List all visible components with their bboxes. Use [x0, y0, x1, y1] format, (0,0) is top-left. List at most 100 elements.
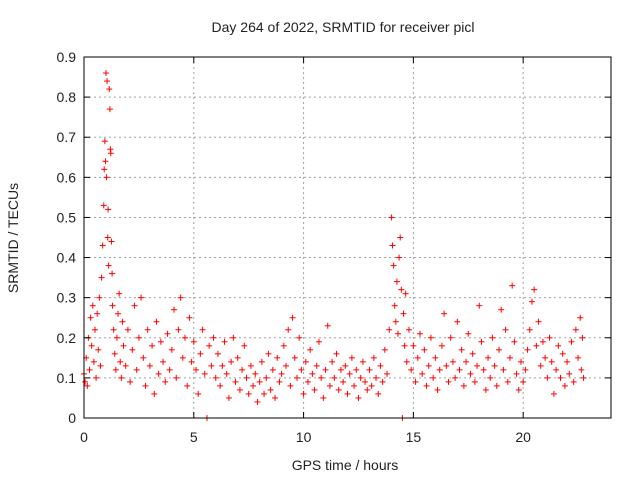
data-point [393, 278, 400, 285]
data-points [81, 70, 587, 421]
data-point [199, 326, 206, 333]
data-point [192, 366, 199, 373]
data-point [84, 382, 91, 389]
data-point [537, 362, 544, 369]
data-point [329, 358, 336, 365]
data-point [449, 358, 456, 365]
data-point [293, 374, 300, 381]
data-point [276, 378, 283, 385]
data-point [357, 374, 364, 381]
data-point [377, 362, 384, 369]
data-point [533, 342, 540, 349]
data-point [432, 354, 439, 361]
data-point [190, 338, 197, 345]
data-point [129, 346, 136, 353]
data-point [353, 366, 360, 373]
data-point [88, 342, 95, 349]
data-point [94, 310, 101, 317]
data-point [87, 314, 94, 321]
data-point [278, 370, 285, 377]
data-point [90, 358, 97, 365]
data-point [373, 374, 380, 381]
y-axis-label: SRMTID / TECUs [5, 183, 21, 293]
data-point [155, 370, 162, 377]
data-point [474, 362, 481, 369]
data-point [397, 234, 404, 241]
data-point [346, 370, 353, 377]
data-point [405, 326, 412, 333]
data-point [160, 358, 167, 365]
x-tick-label: 10 [296, 429, 312, 445]
data-point [186, 314, 193, 321]
data-point [313, 362, 320, 369]
data-point [493, 382, 500, 389]
data-point [436, 366, 443, 373]
data-point [568, 338, 575, 345]
data-point [379, 378, 386, 385]
data-point [340, 378, 347, 385]
data-point [107, 150, 114, 157]
data-point [572, 326, 579, 333]
data-point [300, 390, 307, 397]
data-point [401, 342, 408, 349]
data-point [96, 294, 103, 301]
data-point [116, 290, 123, 297]
data-point [491, 362, 498, 369]
data-point [151, 390, 158, 397]
data-point [392, 318, 399, 325]
data-point [101, 166, 108, 173]
data-point [522, 366, 529, 373]
data-point [298, 366, 305, 373]
data-point [496, 346, 503, 353]
data-point [95, 346, 102, 353]
data-point [419, 370, 426, 377]
data-point [465, 330, 472, 337]
data-point [388, 214, 395, 221]
data-point [144, 326, 151, 333]
data-point [386, 326, 393, 333]
data-point [580, 374, 587, 381]
data-point [106, 86, 113, 93]
data-point [252, 370, 259, 377]
data-point [320, 394, 327, 401]
data-point [212, 374, 219, 381]
data-point [566, 370, 573, 377]
data-point [348, 354, 355, 361]
data-point [214, 350, 221, 357]
chart-title: Day 264 of 2022, SRMTID for receiver pic… [212, 19, 475, 35]
x-tick-label: 15 [406, 429, 422, 445]
data-point [250, 382, 257, 389]
data-point [245, 390, 252, 397]
data-point [482, 386, 489, 393]
data-point [359, 358, 366, 365]
y-tick-label: 0.9 [57, 49, 77, 65]
data-point [412, 378, 419, 385]
data-point [89, 302, 96, 309]
data-point [127, 378, 134, 385]
data-point [86, 366, 93, 373]
data-point [425, 362, 432, 369]
data-point [471, 378, 478, 385]
data-point [208, 362, 215, 369]
data-point [254, 398, 261, 405]
data-point [206, 342, 213, 349]
data-point [195, 390, 202, 397]
data-point [223, 370, 230, 377]
data-point [391, 302, 398, 309]
data-point [331, 374, 338, 381]
data-point [110, 326, 117, 333]
plot-frame [83, 56, 612, 419]
data-point [498, 306, 505, 313]
data-point [528, 298, 535, 305]
data-point [351, 382, 358, 389]
data-point [105, 206, 112, 213]
data-point [337, 366, 344, 373]
data-point [177, 294, 184, 301]
data-point [509, 282, 516, 289]
data-point [91, 326, 98, 333]
data-point [531, 286, 538, 293]
data-point [389, 242, 396, 249]
data-point [427, 334, 434, 341]
data-point [561, 382, 568, 389]
data-point [344, 390, 351, 397]
